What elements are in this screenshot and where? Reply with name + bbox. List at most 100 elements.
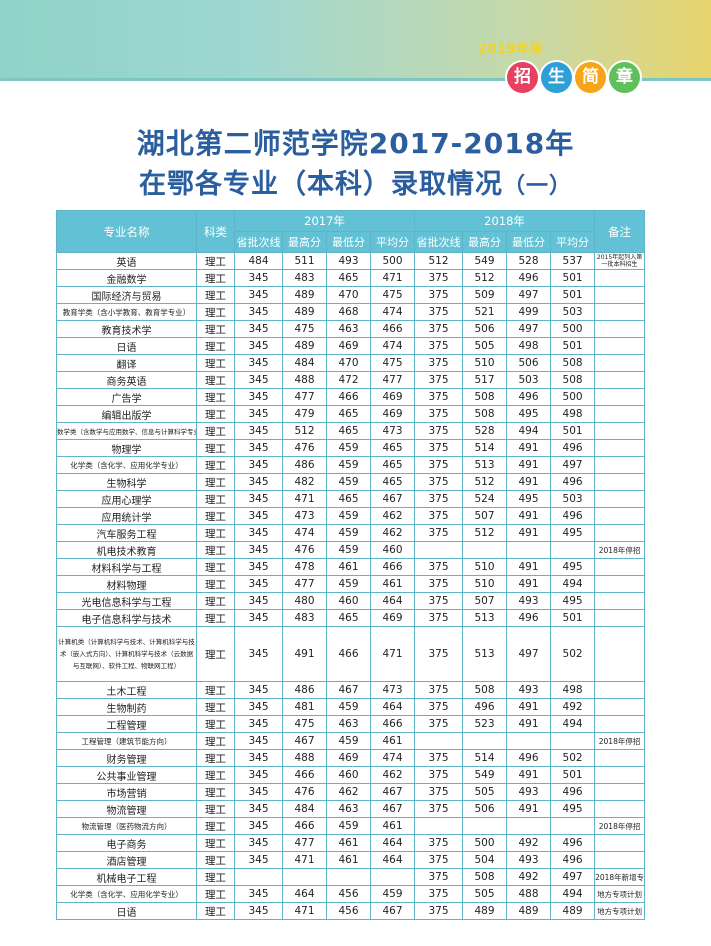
cell-score: 375 xyxy=(414,269,464,287)
cell-score: 462 xyxy=(369,507,416,525)
cell-score: 459 xyxy=(326,524,371,542)
cell-score: 375 xyxy=(414,303,464,321)
page-title-line2: 在鄂各专业（本科）录取情况（一） xyxy=(0,162,711,201)
cell-score xyxy=(414,732,464,750)
cell-score: 459 xyxy=(326,473,371,491)
table-row: 英语 理工 484 511 493 500 512 549 528 537 2015年起列入第一批本… xyxy=(56,252,646,270)
cell-score: 345 xyxy=(234,286,283,304)
cell-score xyxy=(234,868,283,886)
cell-note xyxy=(594,609,646,627)
cell-score: 467 xyxy=(369,800,416,818)
cell-major: 教育学类（含小学教育、教育学专业） xyxy=(56,303,197,321)
cell-score: 475 xyxy=(369,286,416,304)
cell-major: 化学类（含化学、应用化学专业） xyxy=(56,885,197,903)
cell-major: 工程管理 xyxy=(56,715,197,733)
cell-score: 549 xyxy=(462,766,508,784)
cell-score: 375 xyxy=(414,405,464,423)
cell-score: 498 xyxy=(550,405,596,423)
header-category: 科类 xyxy=(196,210,235,253)
cell-score: 512 xyxy=(462,473,508,491)
cell-score: 491 xyxy=(282,626,327,682)
cell-major: 应用统计学 xyxy=(56,507,197,525)
cell-category: 理工 xyxy=(196,766,235,784)
cell-score: 496 xyxy=(462,698,508,716)
cell-score: 345 xyxy=(234,405,283,423)
cell-score: 512 xyxy=(462,524,508,542)
cell-score: 465 xyxy=(326,422,371,440)
cell-score: 345 xyxy=(234,269,283,287)
cell-major: 日语 xyxy=(56,337,197,355)
cell-score: 464 xyxy=(369,592,416,610)
table-row: 化学类（含化学、应用化学专业） 理工 345 464 456 459 375 505 488 49… xyxy=(56,885,646,903)
cell-note xyxy=(594,371,646,389)
cell-note: 2015年起列入第一批本科招生 xyxy=(594,252,646,270)
cell-score: 375 xyxy=(414,507,464,525)
cell-major: 电子信息科学与技术 xyxy=(56,609,197,627)
cell-note xyxy=(594,286,646,304)
cell-score: 489 xyxy=(282,337,327,355)
cell-score: 495 xyxy=(506,405,552,423)
table-row: 生物制药 理工 345 481 459 464 375 496 491 492 xyxy=(56,698,646,716)
cell-score xyxy=(506,541,552,559)
subheader-2017-2: 最低分 xyxy=(326,231,371,253)
cell-score: 512 xyxy=(282,422,327,440)
cell-note xyxy=(594,851,646,869)
table-row: 工程管理（建筑节能方向） 理工 345 467 459 461 2018年停招 xyxy=(56,732,646,750)
table-row: 市场营销 理工 345 476 462 467 375 505 493 496 xyxy=(56,783,646,801)
cell-score: 462 xyxy=(326,783,371,801)
cell-score: 510 xyxy=(462,558,508,576)
page-title-line2-main: 在鄂各专业（本科）录取情况 xyxy=(138,169,503,200)
cell-score: 375 xyxy=(414,388,464,406)
cell-score: 345 xyxy=(234,575,283,593)
cell-score: 460 xyxy=(326,766,371,784)
cell-category: 理工 xyxy=(196,490,235,508)
cell-score: 496 xyxy=(550,473,596,491)
cell-score: 478 xyxy=(282,558,327,576)
cell-score: 345 xyxy=(234,698,283,716)
cell-score: 465 xyxy=(369,473,416,491)
cell-score: 459 xyxy=(326,541,371,559)
badge-zhao: 招 xyxy=(507,62,538,93)
cell-score: 375 xyxy=(414,320,464,338)
cell-score: 375 xyxy=(414,681,464,699)
table-row: 应用统计学 理工 345 473 459 462 375 507 491 496 xyxy=(56,507,646,525)
table-row: 教育技术学 理工 345 475 463 466 375 506 497 500 xyxy=(56,320,646,338)
table-row: 材料物理 理工 345 477 459 461 375 510 491 494 xyxy=(56,575,646,593)
table-row: 生物科学 理工 345 482 459 465 375 512 491 496 xyxy=(56,473,646,491)
cell-score: 521 xyxy=(462,303,508,321)
cell-score: 517 xyxy=(462,371,508,389)
cell-score: 464 xyxy=(369,698,416,716)
cell-score: 491 xyxy=(506,558,552,576)
cell-score: 496 xyxy=(550,507,596,525)
cell-score: 494 xyxy=(506,422,552,440)
cell-score: 469 xyxy=(369,405,416,423)
cell-score: 491 xyxy=(506,800,552,818)
cell-score: 482 xyxy=(282,473,327,491)
cell-score: 345 xyxy=(234,507,283,525)
cell-category: 理工 xyxy=(196,749,235,767)
cell-major: 化学类（含化学、应用化学专业） xyxy=(56,456,197,474)
cell-score: 489 xyxy=(550,902,596,920)
cell-score: 512 xyxy=(414,252,464,270)
cell-major: 财务管理 xyxy=(56,749,197,767)
cell-score: 466 xyxy=(326,626,371,682)
cell-score: 514 xyxy=(462,439,508,457)
cell-score: 491 xyxy=(506,766,552,784)
cell-score: 472 xyxy=(326,371,371,389)
cell-score: 375 xyxy=(414,354,464,372)
cell-note xyxy=(594,507,646,525)
cell-score: 461 xyxy=(326,834,371,852)
cell-major: 教育技术学 xyxy=(56,320,197,338)
cell-score: 500 xyxy=(550,388,596,406)
cell-score: 470 xyxy=(326,354,371,372)
cell-score: 473 xyxy=(369,422,416,440)
cell-category: 理工 xyxy=(196,371,235,389)
cell-score: 495 xyxy=(550,558,596,576)
header-major: 专业名称 xyxy=(56,210,197,253)
cell-major: 翻译 xyxy=(56,354,197,372)
table-row: 材料科学与工程 理工 345 478 461 466 375 510 491 495 xyxy=(56,558,646,576)
cell-score: 345 xyxy=(234,320,283,338)
cell-category: 理工 xyxy=(196,902,235,920)
table-row: 物流管理（医药物流方向） 理工 345 466 459 461 2018年停招 xyxy=(56,817,646,835)
cell-score: 492 xyxy=(550,698,596,716)
